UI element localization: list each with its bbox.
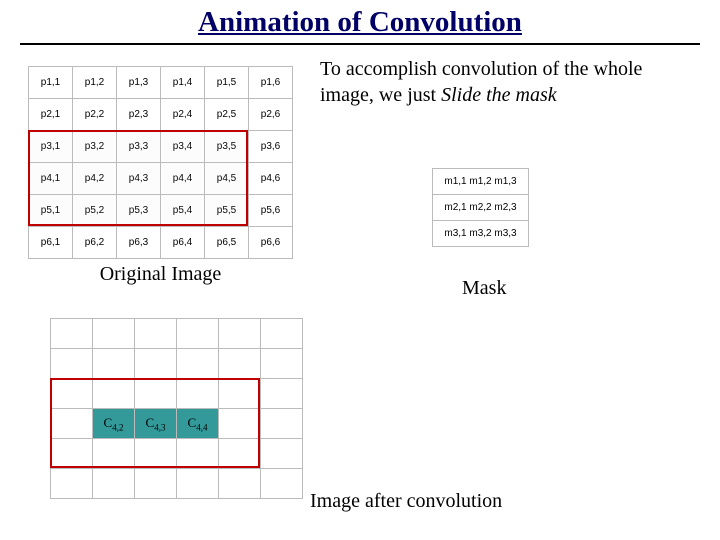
conv-cell: C4,3 bbox=[135, 409, 177, 439]
title-rule bbox=[20, 43, 700, 45]
orig-cell: p6,4 bbox=[161, 227, 205, 259]
mask-region: m1,1 m1,2 m1,3m2,1 m2,2 m2,3m3,1 m3,2 m3… bbox=[432, 168, 529, 247]
orig-cell: p1,6 bbox=[249, 67, 293, 99]
conv-cell bbox=[135, 319, 177, 349]
conv-cell bbox=[93, 439, 135, 469]
conv-cell bbox=[51, 379, 93, 409]
orig-cell: p2,2 bbox=[73, 99, 117, 131]
convolution-label: Image after convolution bbox=[310, 490, 502, 513]
mask-cell: m3,1 m3,2 m3,3 bbox=[433, 221, 529, 247]
conv-cell bbox=[93, 349, 135, 379]
orig-cell: p3,1 bbox=[29, 131, 73, 163]
conv-cell bbox=[51, 439, 93, 469]
orig-cell: p5,6 bbox=[249, 195, 293, 227]
mask-table: m1,1 m1,2 m1,3m2,1 m2,2 m2,3m3,1 m3,2 m3… bbox=[432, 168, 529, 247]
conv-cell bbox=[93, 469, 135, 499]
orig-cell: p3,6 bbox=[249, 131, 293, 163]
conv-cell bbox=[51, 409, 93, 439]
orig-cell: p6,5 bbox=[205, 227, 249, 259]
mask-cell: m2,1 m2,2 m2,3 bbox=[433, 195, 529, 221]
orig-cell: p5,1 bbox=[29, 195, 73, 227]
conv-cell bbox=[177, 379, 219, 409]
conv-cell bbox=[177, 439, 219, 469]
conv-cell bbox=[177, 319, 219, 349]
orig-cell: p1,4 bbox=[161, 67, 205, 99]
page-title: Animation of Convolution bbox=[0, 0, 720, 39]
conv-cell bbox=[219, 409, 261, 439]
conv-cell bbox=[135, 379, 177, 409]
orig-cell: p1,5 bbox=[205, 67, 249, 99]
conv-cell bbox=[261, 409, 303, 439]
orig-cell: p5,2 bbox=[73, 195, 117, 227]
conv-cell bbox=[51, 469, 93, 499]
orig-cell: p4,1 bbox=[29, 163, 73, 195]
conv-cell bbox=[219, 349, 261, 379]
mask-cell: m1,1 m1,2 m1,3 bbox=[433, 169, 529, 195]
orig-cell: p6,6 bbox=[249, 227, 293, 259]
conv-cell bbox=[51, 319, 93, 349]
conv-cell: C4,2 bbox=[93, 409, 135, 439]
original-image-label: Original Image bbox=[28, 263, 293, 286]
conv-cell bbox=[93, 319, 135, 349]
conv-cell bbox=[219, 379, 261, 409]
orig-cell: p2,5 bbox=[205, 99, 249, 131]
conv-cell bbox=[261, 439, 303, 469]
orig-cell: p6,1 bbox=[29, 227, 73, 259]
conv-cell bbox=[261, 379, 303, 409]
conv-cell bbox=[261, 469, 303, 499]
orig-cell: p5,4 bbox=[161, 195, 205, 227]
conv-cell bbox=[219, 469, 261, 499]
conv-cell bbox=[93, 379, 135, 409]
conv-cell bbox=[177, 349, 219, 379]
conv-cell bbox=[135, 439, 177, 469]
conv-cell bbox=[135, 349, 177, 379]
orig-cell: p4,3 bbox=[117, 163, 161, 195]
original-image-region: p1,1p1,2p1,3p1,4p1,5p1,6 p2,1p2,2p2,3p2,4… bbox=[28, 66, 293, 286]
orig-cell: p5,5 bbox=[205, 195, 249, 227]
orig-cell: p3,5 bbox=[205, 131, 249, 163]
orig-cell: p6,2 bbox=[73, 227, 117, 259]
description: To accomplish convolution of the whole i… bbox=[320, 56, 700, 108]
orig-cell: p3,4 bbox=[161, 131, 205, 163]
conv-cell bbox=[261, 319, 303, 349]
orig-cell: p2,3 bbox=[117, 99, 161, 131]
conv-cell bbox=[51, 349, 93, 379]
conv-cell bbox=[261, 349, 303, 379]
orig-cell: p1,2 bbox=[73, 67, 117, 99]
convolution-table: C4,2C4,3C4,4 bbox=[50, 318, 303, 499]
conv-cell bbox=[219, 439, 261, 469]
orig-cell: p2,1 bbox=[29, 99, 73, 131]
conv-cell bbox=[177, 469, 219, 499]
orig-cell: p1,1 bbox=[29, 67, 73, 99]
orig-cell: p6,3 bbox=[117, 227, 161, 259]
orig-cell: p3,2 bbox=[73, 131, 117, 163]
orig-cell: p1,3 bbox=[117, 67, 161, 99]
orig-cell: p4,4 bbox=[161, 163, 205, 195]
conv-cell bbox=[135, 469, 177, 499]
orig-cell: p2,4 bbox=[161, 99, 205, 131]
orig-cell: p5,3 bbox=[117, 195, 161, 227]
orig-cell: p4,5 bbox=[205, 163, 249, 195]
orig-cell: p4,2 bbox=[73, 163, 117, 195]
orig-cell: p3,3 bbox=[117, 131, 161, 163]
orig-cell: p4,6 bbox=[249, 163, 293, 195]
conv-cell bbox=[219, 319, 261, 349]
original-image-table: p1,1p1,2p1,3p1,4p1,5p1,6 p2,1p2,2p2,3p2,4… bbox=[28, 66, 293, 259]
orig-cell: p2,6 bbox=[249, 99, 293, 131]
description-italic: Slide the mask bbox=[441, 84, 557, 106]
conv-cell: C4,4 bbox=[177, 409, 219, 439]
convolution-result-region: C4,2C4,3C4,4 bbox=[50, 318, 303, 499]
mask-label: Mask bbox=[462, 277, 506, 300]
